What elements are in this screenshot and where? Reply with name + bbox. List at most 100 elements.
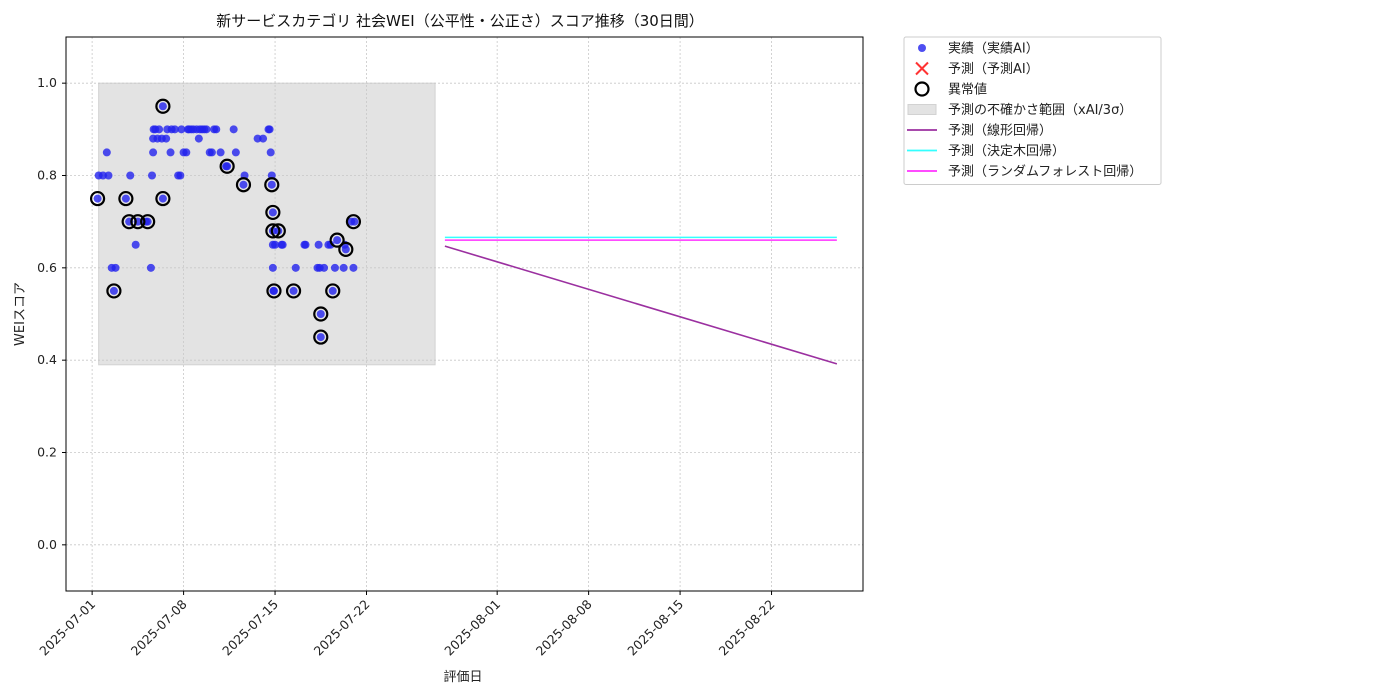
anomaly-marker <box>106 283 122 299</box>
actual-point <box>93 194 102 203</box>
actual-point <box>207 148 216 157</box>
legend-label: 異常値 <box>948 82 987 98</box>
actual-point <box>231 148 240 157</box>
actual-point <box>194 134 203 143</box>
actual-point <box>326 240 335 249</box>
actual-point <box>266 148 275 157</box>
actual-point <box>155 125 164 134</box>
y-tick-label: 1.0 <box>37 75 57 90</box>
anomaly-marker <box>329 232 345 248</box>
anomaly-marker <box>345 214 362 230</box>
actual-point <box>146 263 155 272</box>
anomaly-marker <box>140 214 156 230</box>
x-tick-label: 2025-07-22 <box>311 597 373 659</box>
y-tick-label: 0.8 <box>37 168 57 183</box>
actual-point <box>121 194 130 203</box>
actual-point <box>149 148 158 157</box>
legend-band-patch <box>907 104 937 115</box>
actual-point <box>182 148 191 157</box>
plot-frame <box>65 36 864 592</box>
actual-point <box>126 171 135 180</box>
anomaly-marker <box>325 283 341 299</box>
legend-label: 予測の不確かさ範囲（xAI/3σ） <box>948 102 1132 118</box>
y-tick-label: 0.6 <box>37 260 57 275</box>
actual-point <box>104 171 113 180</box>
actual-point <box>239 180 248 189</box>
x-tick-label: 2025-07-01 <box>36 597 98 659</box>
actual-point <box>259 134 268 143</box>
actual-point <box>314 240 323 249</box>
actual-point <box>229 125 238 134</box>
x-tick-label: 2025-07-15 <box>219 597 281 659</box>
x-tick-label: 2025-08-15 <box>624 597 686 659</box>
anomaly-marker <box>313 329 329 345</box>
actual-point <box>158 102 167 111</box>
legend-label: 予測（予測AI） <box>948 62 1039 77</box>
actual-point <box>148 171 157 180</box>
legend-frame <box>903 36 1162 185</box>
x-tick-label: 2025-08-08 <box>533 596 595 658</box>
actual-point <box>216 148 225 157</box>
anomaly-marker <box>265 223 281 239</box>
legend-label: 実績（実績AI） <box>948 41 1039 57</box>
actual-point <box>291 263 300 272</box>
legend-actual-marker <box>918 44 926 52</box>
series-line-1 <box>444 245 838 365</box>
actual-point <box>268 208 277 217</box>
anomaly-marker <box>130 214 146 230</box>
x-tick-label: 2025-07-08 <box>128 596 190 658</box>
legend-anomaly-marker <box>914 81 930 97</box>
anomaly-marker <box>338 241 354 257</box>
actual-point <box>349 263 358 272</box>
legend-label: 予測（決定木回帰） <box>948 143 1065 159</box>
actual-point <box>166 148 175 157</box>
plot-area: 0.0 0.2 0.4 0.6 0.8 1.0 2025-07-01 2025-07-08 20… <box>36 36 864 659</box>
anomaly-marker <box>155 98 171 114</box>
anomaly-marker <box>313 306 329 322</box>
actual-point <box>301 240 310 249</box>
anomaly-marker <box>270 223 286 239</box>
anomaly-marker <box>155 190 171 207</box>
anomaly-marker <box>89 190 106 207</box>
actual-point <box>267 180 276 189</box>
actual-point <box>131 240 140 249</box>
actual-point <box>289 286 298 295</box>
anomaly-marker <box>118 190 134 207</box>
y-tick-label: 0.2 <box>37 445 57 460</box>
actual-point <box>177 125 186 134</box>
anomaly-marker <box>266 283 282 299</box>
actual-point <box>339 263 348 272</box>
anomaly-marker <box>219 158 235 174</box>
anomaly-marker <box>285 283 302 299</box>
actual-point <box>111 263 120 272</box>
x-tick-label: 2025-08-01 <box>441 597 503 659</box>
actual-point <box>333 236 342 245</box>
actual-point <box>320 263 329 272</box>
anomaly-marker <box>265 204 281 221</box>
actual-point <box>109 286 118 295</box>
actual-point <box>316 310 325 318</box>
actual-point <box>350 217 359 226</box>
actual-point <box>330 263 339 272</box>
actual-point <box>176 171 185 180</box>
actual-point <box>202 125 211 134</box>
legend-label: 予測（線形回帰） <box>948 123 1052 139</box>
y-tick-label: 0.4 <box>37 352 57 367</box>
anomaly-marker <box>264 177 280 193</box>
actual-point <box>212 125 221 134</box>
actual-point <box>158 194 167 203</box>
legend-label: 予測（ランダムフォレスト回帰） <box>948 164 1142 180</box>
x-tick-label: 2025-08-22 <box>716 597 778 659</box>
actual-point <box>316 333 325 342</box>
actual-point <box>162 134 171 143</box>
actual-point <box>269 286 278 295</box>
actual-point <box>328 286 337 295</box>
y-tick-label: 0.0 <box>37 537 57 552</box>
actual-point <box>223 162 232 171</box>
y-axis-label: WEIスコア <box>13 282 28 346</box>
chart-title: 新サービスカテゴリ 社会WEI（公平性・公正さ）スコア推移（30日間） <box>216 12 704 30</box>
legend-predicted-marker <box>915 61 929 76</box>
x-axis-label: 評価日 <box>443 670 482 685</box>
